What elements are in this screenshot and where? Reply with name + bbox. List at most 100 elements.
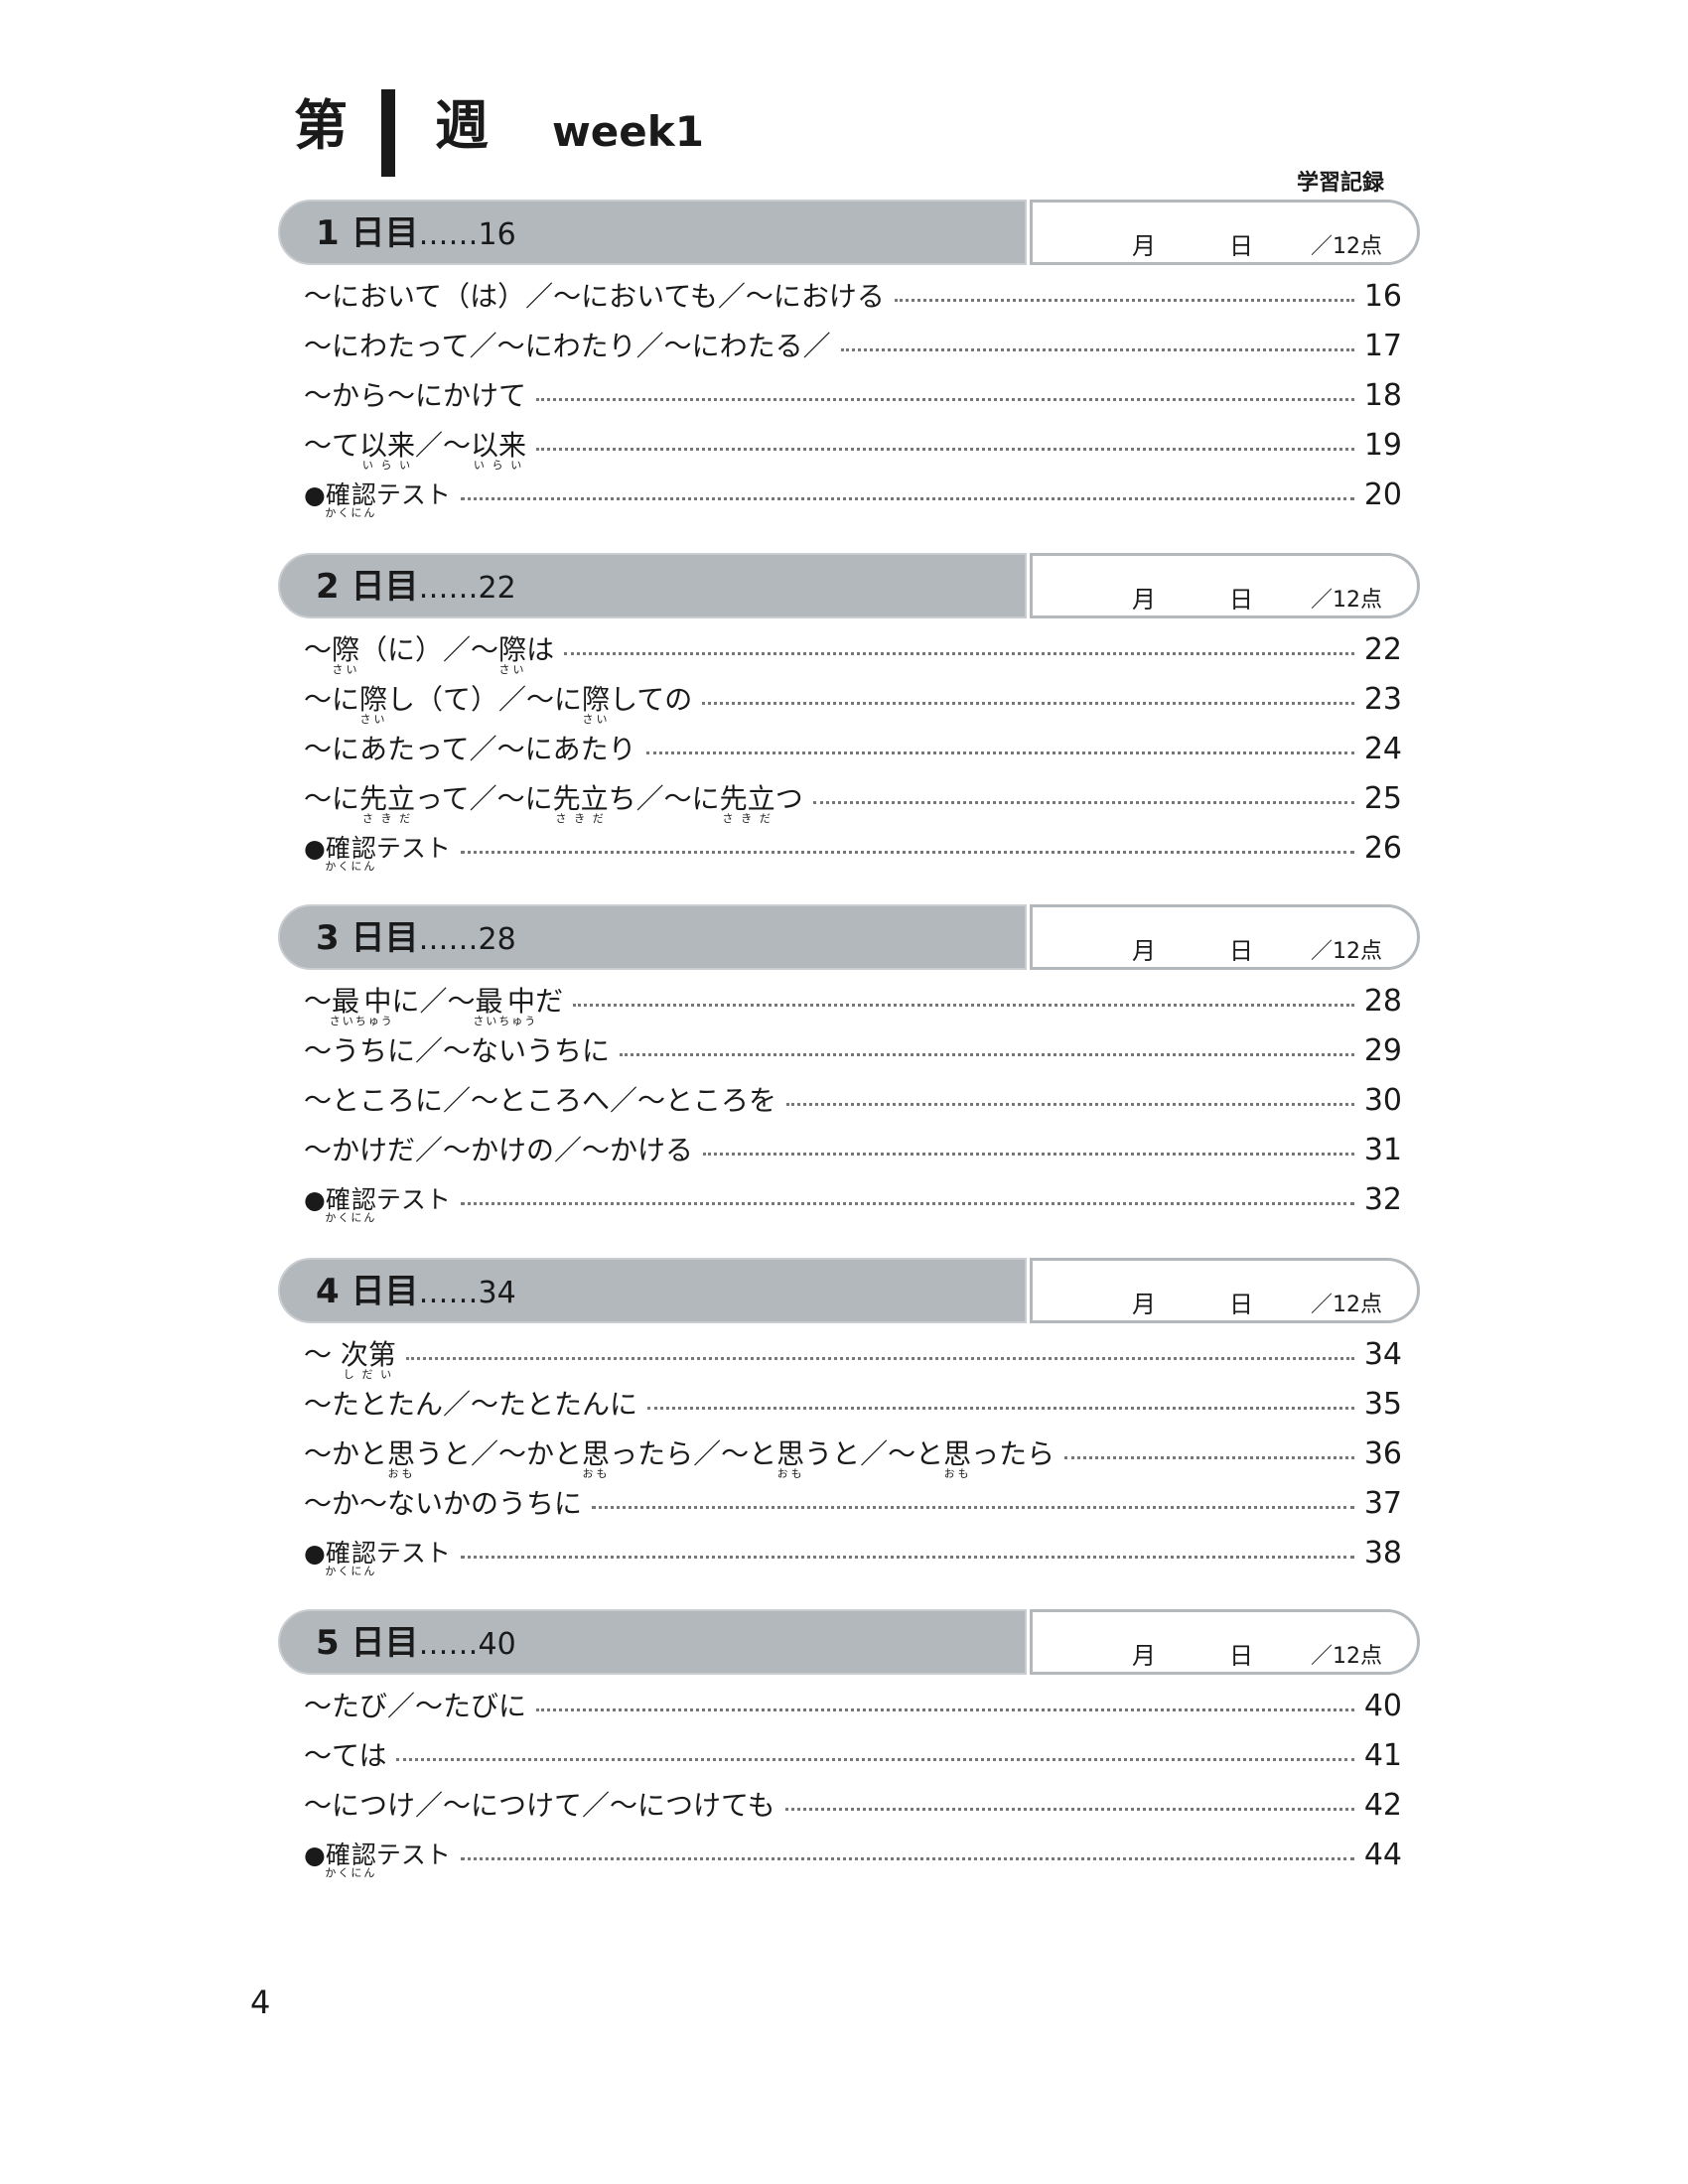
entry-title: 〜かと思おもうと／〜かと思おもったら／〜と思おもうと／〜と思おもったら: [304, 1437, 1055, 1480]
list-item[interactable]: 〜際さい（に）／〜際さいは 22: [278, 632, 1420, 682]
record-score-label: ／12点: [1311, 939, 1382, 964]
list-item[interactable]: 〜て以来いらい／〜以来いらい 19: [278, 428, 1420, 478]
dot-leader: [645, 732, 1354, 754]
furigana-word: 以来いらい: [471, 429, 527, 472]
dot-leader: [1064, 1436, 1354, 1459]
furigana-word: 最中さいちゅう: [473, 985, 538, 1027]
dot-leader: [405, 1337, 1354, 1360]
list-item[interactable]: 〜最中さいちゅうに／〜最中さいちゅうだ 28: [278, 984, 1420, 1033]
entry-title: 〜につけ／〜につけて／〜につけても: [304, 1789, 775, 1822]
entry-page: 41: [1363, 1738, 1402, 1773]
entry-title: 〜かけだ／〜かけの／〜かける: [304, 1134, 694, 1166]
entry-title: 〜に先立さきだって／〜に先立さきだち／〜に先立さきだつ: [304, 782, 803, 825]
dot-leader: [620, 1033, 1354, 1056]
list-item[interactable]: 〜たび／〜たびに 40: [278, 1689, 1420, 1738]
entry-title: ●確認かくにんテスト: [304, 1539, 451, 1577]
review-test-row[interactable]: ●確認かくにんテスト 44: [278, 1838, 1420, 1887]
day-start-page: 28: [478, 922, 516, 957]
list-item[interactable]: 〜にあたって／〜にあたり 24: [278, 732, 1420, 781]
furigana-word: 次第しだい: [340, 1338, 396, 1381]
furigana-word: 思おも: [582, 1437, 611, 1480]
entry-title: 〜にあたって／〜にあたり: [304, 733, 636, 765]
day-section: 5 日目……40 月日／12点 〜たび／〜たびに 40 〜ては 41 〜につけ／〜につけて／…: [278, 1609, 1420, 1887]
list-item[interactable]: 〜ては 41: [278, 1738, 1420, 1788]
day-label: 3 日目: [316, 918, 419, 958]
day-label: 4 日目: [316, 1272, 419, 1311]
list-item[interactable]: 〜に際さいし（て）／〜に際さいしての 23: [278, 682, 1420, 732]
furigana-reading: おも: [943, 1467, 972, 1480]
page-number: 4: [250, 1983, 271, 2021]
dot-leader: [460, 1536, 1354, 1559]
day-header-bar: 3 日目……28: [278, 904, 1027, 970]
furigana-reading: さいちゅう: [473, 1015, 538, 1027]
entry-title: 〜において（は）／〜においても／〜における: [304, 280, 885, 313]
dot-leader: [784, 1788, 1354, 1811]
furigana-reading: かくにん: [325, 860, 377, 873]
list-item[interactable]: 〜において（は）／〜においても／〜における 16: [278, 279, 1420, 329]
dot-leader: [564, 632, 1354, 655]
entry-page: 37: [1363, 1486, 1402, 1521]
list-item[interactable]: 〜に先立さきだって／〜に先立さきだち／〜に先立さきだつ 25: [278, 781, 1420, 831]
dot-leader: [702, 682, 1354, 705]
entry-title: 〜から〜にかけて: [304, 379, 527, 412]
entry-page: 17: [1363, 329, 1402, 363]
dot-leader: [460, 1838, 1354, 1860]
furigana-word: 先立さきだ: [552, 782, 609, 825]
record-month-label: 月: [1132, 1291, 1156, 1318]
day-header-bar: 5 日目……40: [278, 1609, 1027, 1675]
entry-page: 30: [1363, 1083, 1402, 1118]
day-header-bar: 1 日目……16: [278, 200, 1027, 265]
entry-title: 〜たとたん／〜たとたんに: [304, 1388, 638, 1421]
list-item[interactable]: 〜か〜ないかのうちに 37: [278, 1486, 1420, 1536]
furigana-word: 最中さいちゅう: [329, 985, 394, 1027]
dot-leader: [460, 831, 1354, 854]
entry-title: 〜際さい（に）／〜際さいは: [304, 633, 555, 676]
review-test-row[interactable]: ●確認かくにんテスト 20: [278, 478, 1420, 527]
furigana-reading: さいちゅう: [329, 1015, 394, 1027]
day-title: 2 日目……22: [316, 565, 516, 611]
week-number-bar: [381, 89, 395, 177]
entry-list: 〜たび／〜たびに 40 〜ては 41 〜につけ／〜につけて／〜につけても 42 ●確認かくに…: [278, 1689, 1420, 1887]
day-section: 4 日目……34 月日／12点〜 次第しだい 34 〜たとたん／〜たとたんに 35 〜かと…: [278, 1258, 1420, 1585]
list-item[interactable]: 〜から〜にかけて 18: [278, 378, 1420, 428]
title-suffix: 週: [435, 94, 489, 157]
day-label: 2 日目: [316, 567, 419, 607]
list-item[interactable]: 〜たとたん／〜たとたんに 35: [278, 1387, 1420, 1436]
furigana-reading: いらい: [471, 459, 527, 472]
list-item[interactable]: 〜うちに／〜ないうちに 29: [278, 1033, 1420, 1083]
entry-page: 22: [1363, 632, 1402, 667]
review-test-row[interactable]: ●確認かくにんテスト 32: [278, 1182, 1420, 1232]
dot-leader: [536, 1689, 1354, 1711]
entry-page: 44: [1363, 1838, 1402, 1872]
day-start-page: 16: [478, 217, 516, 252]
day-title: 1 日目……16: [316, 211, 516, 257]
list-item[interactable]: 〜につけ／〜につけて／〜につけても 42: [278, 1788, 1420, 1838]
entry-page: 36: [1363, 1436, 1402, 1471]
list-item[interactable]: 〜かと思おもうと／〜かと思おもったら／〜と思おもうと／〜と思おもったら 36: [278, 1436, 1420, 1486]
list-item[interactable]: 〜かけだ／〜かけの／〜かける 31: [278, 1133, 1420, 1182]
furigana-reading: さい: [359, 713, 388, 726]
day-title: 4 日目……34: [316, 1270, 516, 1315]
dot-leader: [592, 1486, 1354, 1509]
day-leader: ……: [418, 1276, 479, 1310]
record-month-label: 月: [1132, 1642, 1156, 1670]
entry-page: 23: [1363, 682, 1402, 717]
furigana-reading: さい: [332, 663, 360, 676]
list-item[interactable]: 〜ところに／〜ところへ／〜ところを 30: [278, 1083, 1420, 1133]
furigana-word: 先立さきだ: [359, 782, 416, 825]
review-test-row[interactable]: ●確認かくにんテスト 26: [278, 831, 1420, 881]
day-start-page: 40: [478, 1627, 516, 1662]
dot-leader: [460, 478, 1354, 500]
entry-page: 38: [1363, 1536, 1402, 1570]
list-item[interactable]: 〜 次第しだい 34: [278, 1337, 1420, 1387]
review-test-row[interactable]: ●確認かくにんテスト 38: [278, 1536, 1420, 1585]
day-label: 1 日目: [316, 213, 419, 253]
day-header-bar: 4 日目……34: [278, 1258, 1027, 1323]
day-leader: ……: [418, 922, 479, 957]
furigana-reading: かくにん: [325, 1211, 377, 1224]
record-score-label: ／12点: [1311, 234, 1382, 259]
entry-page: 24: [1363, 732, 1402, 766]
list-item[interactable]: 〜にわたって／〜にわたり／〜にわたる／ 17: [278, 329, 1420, 378]
study-record-label: 学習記録: [1297, 171, 1385, 196]
day-section: 2 日目……22 月日／12点 〜際さい（に）／〜際さいは 22 〜に際さいし（て）／〜…: [278, 553, 1420, 881]
